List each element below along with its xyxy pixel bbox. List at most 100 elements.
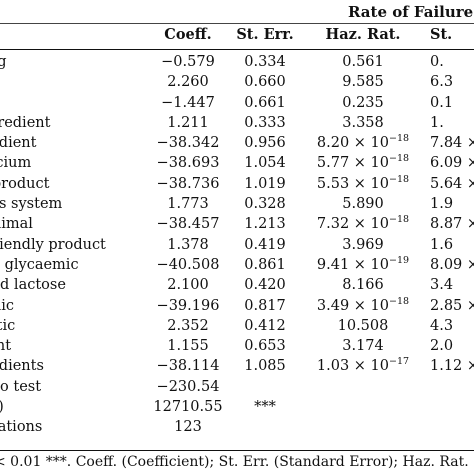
hr-value: 0.235 [342, 94, 384, 111]
row-label: (15) [0, 397, 154, 417]
table-row: ging −0.579 0.334 0.561 0. [0, 52, 474, 72]
table-row: ingredient 1.211 0.333 3.358 1. [0, 113, 474, 133]
col-header-last: St. [430, 26, 453, 43]
table-row: y friendly product 1.378 0.419 3.969 1.6 [0, 235, 474, 255]
table-row: uced lactose 2.100 0.420 8.166 3.4 [0, 275, 474, 295]
hr-value: 5.890 [342, 196, 384, 213]
row-label: ervations [0, 419, 43, 436]
hr-exponent: −18 [389, 295, 410, 307]
row-label: l animal [0, 216, 33, 233]
table-row: gredient −38.342 0.956 8.20 × 10−18 7.84 × [0, 133, 474, 153]
hr-value: 5.77 × 10 [316, 155, 390, 172]
hr-value: 10.508 [337, 317, 389, 334]
group-title: Rate of Failure [348, 3, 474, 21]
se-cell: 0.653 [244, 338, 286, 355]
table-row: biotic 2.352 0.412 10.508 4.3 [0, 316, 474, 336]
coef-cell: −0.579 [161, 54, 215, 70]
se-cell: 0.817 [244, 297, 286, 314]
hr-exponent: −18 [389, 153, 410, 165]
se-cell: 1.213 [244, 216, 286, 233]
se-cell: 0.334 [244, 54, 286, 70]
row-label: gredients [0, 358, 44, 375]
table-row: ced glycaemic −40.508 0.861 9.41 × 10−19 8.0… [0, 255, 474, 275]
row-label: calcium [0, 155, 32, 172]
se-cell: 0.420 [244, 277, 286, 294]
row-label: y friendly product [0, 236, 106, 253]
col-header-se: St. Err. [236, 26, 294, 43]
coef-cell: 123 [174, 419, 202, 436]
hr-cell: 8.20 × 10−18 [303, 133, 423, 153]
hr-value: 3.969 [342, 236, 384, 253]
hr-value: 8.166 [342, 277, 384, 294]
coef-cell: 2.260 [167, 74, 209, 91]
coef-cell: 1.155 [167, 338, 209, 355]
coef-cell: −230.54 [156, 378, 220, 395]
hr-value: 5.53 × 10 [316, 175, 390, 192]
coef-cell: 1.378 [167, 236, 209, 253]
hr-cell: 3.174 [303, 336, 423, 356]
coef-cell: −38.342 [156, 135, 220, 152]
se-cell: *** [254, 399, 276, 416]
hr-cell: 3.358 [303, 113, 423, 133]
last-cell: 2.85 × [430, 297, 474, 314]
hr-exponent: −17 [389, 356, 410, 368]
last-cell: 3.4 [430, 277, 454, 294]
se-cell: 0.660 [244, 74, 286, 91]
hr-value: 8.20 × 10 [316, 135, 390, 152]
se-cell: 1.085 [244, 358, 286, 375]
row-label: ganic [0, 297, 15, 314]
last-cell: 1.12 × [430, 358, 474, 375]
table-row: (15)12710.55 *** [0, 397, 474, 417]
coef-cell: −38.114 [156, 358, 220, 375]
coef-cell: 2.100 [167, 277, 209, 294]
last-cell: 8.09 × [430, 256, 474, 273]
table-row: stant 1.155 0.653 3.174 2.0 [0, 336, 474, 356]
hr-value: 3.358 [342, 114, 384, 131]
table-row: al product −38.736 1.019 5.53 × 10−18 5.64 × [0, 174, 474, 194]
hr-exponent: −19 [389, 255, 410, 267]
row-label: rous system [0, 196, 63, 213]
se-cell: 1.054 [244, 155, 286, 172]
se-cell: 0.661 [244, 94, 286, 111]
hr-cell: 9.585 [303, 72, 423, 92]
last-cell: 8.87 × [430, 216, 474, 233]
table-row: ganic −39.196 0.817 3.49 × 10−18 2.85 × [0, 296, 474, 316]
col-header-coef: Coeff. [164, 26, 212, 43]
se-cell: 0.328 [244, 196, 286, 213]
hr-value: 7.32 × 10 [316, 216, 390, 233]
table-body: ging −0.579 0.334 0.561 0. n 2.260 0.660 9.585 6.… [0, 52, 474, 438]
last-cell: 6.09 × [430, 155, 474, 172]
hr-cell: 5.77 × 10−18 [303, 153, 423, 173]
row-label: al product [0, 175, 50, 192]
hr-cell: 5.890 [303, 194, 423, 214]
se-cell: 0.333 [244, 114, 286, 131]
se-cell: 0.861 [244, 256, 286, 273]
hr-value: 1.03 × 10 [316, 358, 390, 375]
hr-cell: 8.166 [303, 275, 423, 295]
hr-exponent: −18 [389, 133, 410, 145]
hr-cell: 5.53 × 10−18 [303, 174, 423, 194]
table-row: l animal −38.457 1.213 7.32 × 10−18 8.87 × [0, 214, 474, 234]
row-label: gredient [0, 135, 37, 152]
table-row: gredients −38.114 1.085 1.03 × 10−17 1.12 × [0, 356, 474, 376]
hr-value: 3.174 [342, 338, 384, 355]
row-label: stant [0, 338, 12, 355]
table-row: calcium −38.693 1.054 5.77 × 10−18 6.09 × [0, 153, 474, 173]
last-cell: 5.64 × [430, 175, 474, 192]
hr-cell: 1.03 × 10−17 [303, 356, 423, 376]
row-label: ratio test [0, 378, 42, 395]
hr-cell: 3.49 × 10−18 [303, 296, 423, 316]
hr-cell: 0.561 [303, 52, 423, 72]
coef-cell: −1.447 [161, 94, 215, 111]
hr-cell: 9.41 × 10−19 [303, 255, 423, 275]
header-rule [0, 49, 474, 50]
row-label: ging [0, 54, 7, 70]
coef-cell: −38.457 [156, 216, 220, 233]
table-row: ervations 123 [0, 417, 474, 437]
row-label: ingredient [0, 114, 51, 131]
table-row: rous system 1.773 0.328 5.890 1.9 [0, 194, 474, 214]
col-header-hr: Haz. Rat. [325, 26, 401, 43]
hr-value: 9.585 [342, 74, 384, 91]
last-cell: 7.84 × [430, 135, 474, 152]
